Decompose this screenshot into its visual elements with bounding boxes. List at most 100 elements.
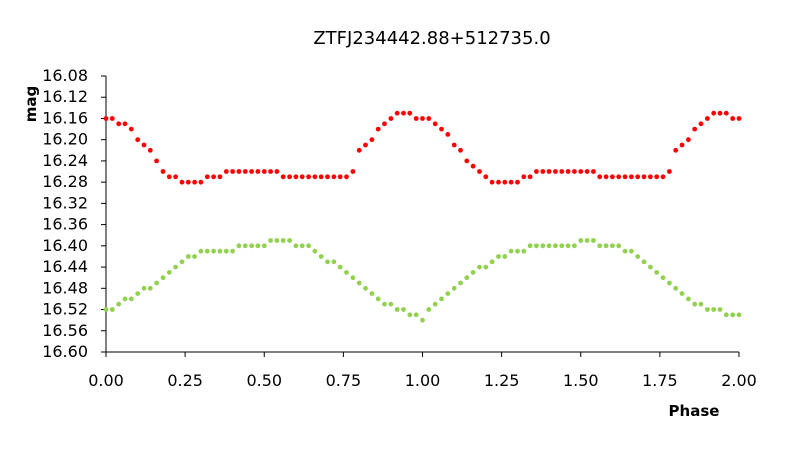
data-point <box>344 270 349 275</box>
data-point <box>116 121 122 127</box>
x-axis-label: Phase <box>669 402 720 420</box>
data-point <box>705 307 710 312</box>
data-point <box>546 243 552 249</box>
data-point <box>483 174 489 180</box>
data-point <box>407 312 413 318</box>
data-point <box>369 137 375 143</box>
data-point <box>217 174 223 180</box>
data-point <box>432 121 438 127</box>
data-point <box>458 280 463 286</box>
data-point <box>293 174 299 180</box>
data-point <box>413 312 419 318</box>
y-axis-label: mag <box>22 86 40 123</box>
data-point <box>103 116 109 121</box>
data-point <box>648 174 653 180</box>
data-point <box>723 312 729 318</box>
data-point <box>521 248 527 254</box>
data-point <box>667 280 672 286</box>
data-point <box>508 248 514 254</box>
data-point <box>388 116 394 121</box>
data-point <box>135 137 141 143</box>
data-point <box>515 179 520 185</box>
data-point <box>591 238 596 243</box>
data-point <box>369 291 375 296</box>
data-point <box>584 238 590 243</box>
data-point <box>280 238 286 243</box>
data-point <box>261 169 267 174</box>
data-point <box>160 169 166 174</box>
data-point <box>382 301 387 307</box>
data-point <box>154 280 160 286</box>
data-point <box>660 174 666 180</box>
data-point <box>711 307 717 312</box>
y-tick-label: 16.40 <box>42 236 88 255</box>
data-point <box>261 243 267 249</box>
data-point <box>610 174 615 180</box>
x-tick-label: 0.00 <box>88 371 124 390</box>
data-point <box>312 174 318 180</box>
data-point <box>698 121 704 127</box>
data-point <box>477 264 482 270</box>
data-point <box>578 238 584 243</box>
data-point <box>439 126 444 132</box>
data-point <box>122 121 128 127</box>
data-point <box>141 142 147 148</box>
data-point <box>705 116 710 121</box>
data-point <box>420 317 425 323</box>
data-point <box>565 243 571 249</box>
data-point <box>318 174 324 180</box>
data-point <box>654 174 660 180</box>
data-point <box>439 296 444 302</box>
y-tick-label: 16.16 <box>42 108 88 127</box>
data-point <box>572 169 577 174</box>
data-point <box>559 243 565 249</box>
data-point <box>546 169 552 174</box>
data-point <box>350 169 356 174</box>
data-point <box>445 132 451 137</box>
data-point <box>306 243 311 249</box>
data-point <box>394 110 400 116</box>
data-point <box>230 248 236 254</box>
data-point <box>673 147 679 153</box>
data-point <box>382 121 387 127</box>
data-point <box>622 248 628 254</box>
x-tick-label: 1.50 <box>563 371 599 390</box>
data-point <box>540 243 546 249</box>
x-tick-label: 2.00 <box>721 371 757 390</box>
data-point <box>489 259 495 265</box>
x-tick-label: 1.75 <box>642 371 678 390</box>
data-point <box>204 248 210 254</box>
x-tick-label: 1.25 <box>484 371 520 390</box>
data-point <box>515 248 520 254</box>
data-point <box>477 169 482 174</box>
data-point <box>306 174 311 180</box>
data-point <box>445 291 451 296</box>
data-point <box>280 174 286 180</box>
y-tick-label: 16.24 <box>42 151 88 170</box>
data-point <box>268 238 273 243</box>
data-point <box>274 238 280 243</box>
data-point <box>660 275 666 281</box>
data-point <box>185 254 191 259</box>
data-point <box>103 307 109 312</box>
data-point <box>692 301 698 307</box>
data-point <box>211 174 217 180</box>
data-point <box>426 116 432 121</box>
data-point <box>597 243 603 249</box>
data-point <box>166 174 172 180</box>
data-point <box>496 179 501 185</box>
data-point <box>426 307 432 312</box>
data-point <box>553 169 558 174</box>
data-point <box>654 270 660 275</box>
data-point <box>375 296 381 302</box>
data-point <box>470 270 476 275</box>
data-point <box>173 264 179 270</box>
data-point <box>185 179 191 185</box>
data-point <box>198 248 204 254</box>
data-point <box>730 116 736 121</box>
data-point <box>401 307 406 312</box>
y-tick-label: 16.52 <box>42 300 88 319</box>
y-tick-label: 16.20 <box>42 130 88 149</box>
data-point <box>736 116 742 121</box>
data-point <box>236 169 242 174</box>
